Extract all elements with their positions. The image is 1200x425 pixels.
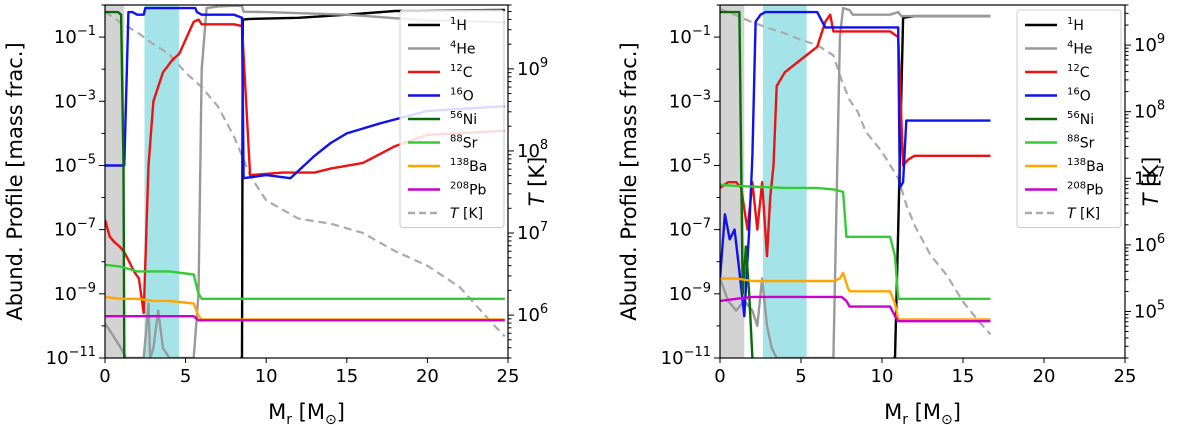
y-tick-label: 10−9 [54, 281, 96, 305]
legend-label-4He: 4He [1067, 40, 1093, 58]
x-tick-label: 10 [255, 366, 278, 387]
legend-label-temperature: T [K] [1067, 206, 1100, 222]
y-tick-label: 10−5 [669, 152, 711, 176]
panel-left: 0 5 10 15 20 25 10−11 10−9 10−7 10−5 10−3 10−1 106 10… [3, 4, 549, 425]
y-right-axis-label: T [K] [1139, 157, 1163, 207]
y-right-tick-label: 108 [1134, 99, 1165, 123]
y-right-tick-label: 106 [1134, 232, 1165, 256]
y-tick-label: 10−11 [661, 345, 711, 369]
legend-label-208Pb: 208Pb [450, 181, 487, 199]
legend-label-138Ba: 138Ba [1067, 157, 1104, 175]
x-axis-label: Mr [M⊙] [884, 400, 961, 425]
legend-label-88Sr: 88Sr [450, 134, 478, 152]
legend-label-12C: 12C [1067, 63, 1090, 81]
x-axis-label: Mr [M⊙] [268, 400, 345, 425]
y-axis-label: Abund. Profile [mass frac.] [617, 42, 641, 320]
series-line-4He [720, 6, 991, 358]
x-tick-label: 5 [180, 366, 191, 387]
y-tick-label: 10−9 [669, 281, 711, 305]
x-tick-label: 15 [952, 366, 975, 387]
series-line-208Pb [105, 315, 505, 322]
series-group [720, 6, 992, 358]
x-tick-label: 15 [335, 366, 358, 387]
x-tick-label: 25 [497, 366, 520, 387]
legend-label-temperature: T [K] [450, 206, 483, 222]
y-tick-label: 10−7 [669, 217, 711, 241]
legend-label-138Ba: 138Ba [450, 157, 487, 175]
legend-label-12C: 12C [450, 63, 473, 81]
y-tick-label: 10−3 [54, 88, 96, 112]
y-tick-label: 10−5 [54, 152, 96, 176]
series-line-16O [105, 6, 505, 180]
legend-label-208Pb: 208Pb [1067, 181, 1104, 199]
x-tick-label: 10 [871, 366, 894, 387]
shaded-region-gray [105, 5, 125, 358]
y-tick-label: 10−3 [669, 88, 711, 112]
series-line-1H [893, 14, 991, 358]
panel-right: 0 5 10 15 20 25 10−11 10−9 10−7 10−5 10−3 10−1 105 10… [617, 4, 1165, 425]
x-tick-label: 20 [1033, 366, 1056, 387]
series-line-4He [105, 5, 505, 358]
y-right-tick-label: 107 [517, 220, 548, 244]
series-line-12C [720, 13, 991, 258]
y-right-tick-label: 109 [1134, 32, 1165, 56]
y-tick-label: 10−7 [54, 217, 96, 241]
y-right-axis-label: T [K] [525, 157, 549, 207]
y-tick-label: 10−1 [669, 24, 711, 48]
legend-label-16O: 16O [1067, 87, 1091, 105]
y-tick-label: 10−11 [46, 345, 96, 369]
series-line-88Sr [720, 183, 991, 300]
legend-label-56Ni: 56Ni [1067, 110, 1094, 128]
legend-label-56Ni: 56Ni [450, 110, 477, 128]
x-tick-label: 20 [416, 366, 439, 387]
legend-label-88Sr: 88Sr [1067, 134, 1095, 152]
x-tick-label: 25 [1114, 366, 1137, 387]
series-line-16O [720, 10, 991, 318]
legend: 1H 4He 12C 16O 56Ni 88Sr 138Ba 208Pb T [K] [1016, 9, 1122, 228]
x-tick-label: 0 [99, 366, 110, 387]
series-line-56Ni [720, 10, 754, 358]
series-line-138Ba [720, 271, 991, 321]
series-group [105, 5, 506, 358]
y-right-tick-label: 105 [1134, 298, 1165, 322]
axes-frame [104, 4, 509, 359]
legend-label-1H: 1H [450, 16, 467, 34]
y-tick-label: 10−1 [54, 24, 96, 48]
x-tick-label: 0 [714, 366, 725, 387]
legend-label-1H: 1H [1067, 16, 1084, 34]
legend-label-16O: 16O [450, 87, 474, 105]
y-right-tick-label: 106 [517, 302, 548, 326]
legend-box [1016, 9, 1122, 228]
series-line-temperature [720, 7, 992, 336]
x-tick-label: 5 [795, 366, 806, 387]
shaded-region-cyan [144, 5, 180, 358]
legend-box [399, 9, 505, 228]
y-right-tick-label: 109 [517, 56, 548, 80]
series-line-56Ni [105, 10, 126, 358]
legend: 1H 4He 12C 16O 56Ni 88Sr 138Ba 208Pb T [K] [399, 9, 505, 228]
y-axis-label: Abund. Profile [mass frac.] [3, 42, 27, 320]
shaded-region-cyan [762, 5, 807, 358]
series-line-12C [105, 18, 505, 315]
legend-label-4He: 4He [450, 40, 476, 58]
series-line-208Pb [720, 295, 991, 323]
series-line-88Sr [105, 263, 505, 300]
